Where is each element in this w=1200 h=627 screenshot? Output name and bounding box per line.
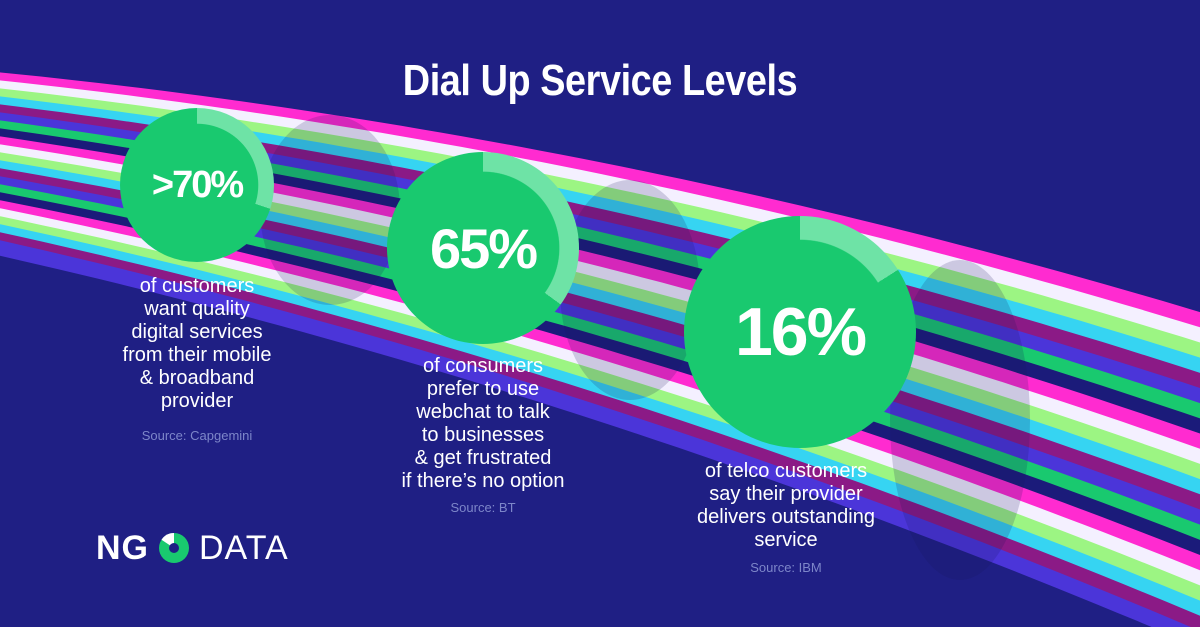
stat-source-1: Source: Capgemini <box>141 428 253 443</box>
ribbon-stripe <box>0 232 1200 627</box>
ribbon-stripe <box>0 224 1200 618</box>
stat-source-3: Source: IBM <box>750 560 822 575</box>
stat-description-1: of customers want quality digital services… <box>102 275 292 413</box>
stat-donut-1: >70% <box>120 108 274 262</box>
ribbon-stripe <box>0 216 1200 602</box>
ribbon-stripe <box>0 72 1200 328</box>
stat-value-3: 16% <box>734 294 867 370</box>
stat-3-line: service <box>754 529 818 551</box>
stat-3-line: of telco customers <box>704 460 868 482</box>
ribbon-twist-shadow <box>890 260 1030 580</box>
page-title: Dial Up Service Levels <box>402 56 798 105</box>
stat-donut-3: 16% <box>684 216 916 448</box>
stat-2-line: to businesses <box>421 424 545 446</box>
stat-2-line: & get frustrated <box>414 447 552 469</box>
ribbon-stripe <box>0 240 1191 627</box>
stat-3-line: delivers outstanding <box>697 506 875 528</box>
stat-description-3: of telco customers say their provider deli… <box>672 460 900 552</box>
stat-1-line: from their mobile <box>122 344 272 366</box>
ngdata-logo: NG DATA <box>96 528 289 568</box>
stat-description-2: of consumers prefer to use webchat to talk… <box>372 355 594 493</box>
stat-source-2: Source: BT <box>450 500 516 515</box>
stat-donut-2: 65% <box>387 152 579 344</box>
stat-2-line: if there’s no option <box>401 470 565 492</box>
stat-1-line: provider <box>160 390 234 412</box>
stat-value-2: 65% <box>429 216 538 280</box>
stat-1-line: digital services <box>131 321 263 343</box>
stat-2-line: prefer to use <box>426 378 540 400</box>
stat-value-1: >70% <box>151 163 244 206</box>
stat-3-line: say their provider <box>709 483 863 505</box>
ribbon-twist-shadow <box>560 180 700 400</box>
logo-text-data: DATA <box>199 528 289 567</box>
stat-1-line: of customers <box>139 275 255 297</box>
logo-pie-icon <box>159 533 189 563</box>
stat-2-line: of consumers <box>422 355 544 377</box>
stat-1-line: & broadband <box>139 367 255 389</box>
logo-text-ng: NG <box>96 528 149 567</box>
stat-1-line: want quality <box>144 298 250 320</box>
stat-2-line: webchat to talk <box>416 401 550 423</box>
ribbon-twist-shadow <box>260 115 400 305</box>
